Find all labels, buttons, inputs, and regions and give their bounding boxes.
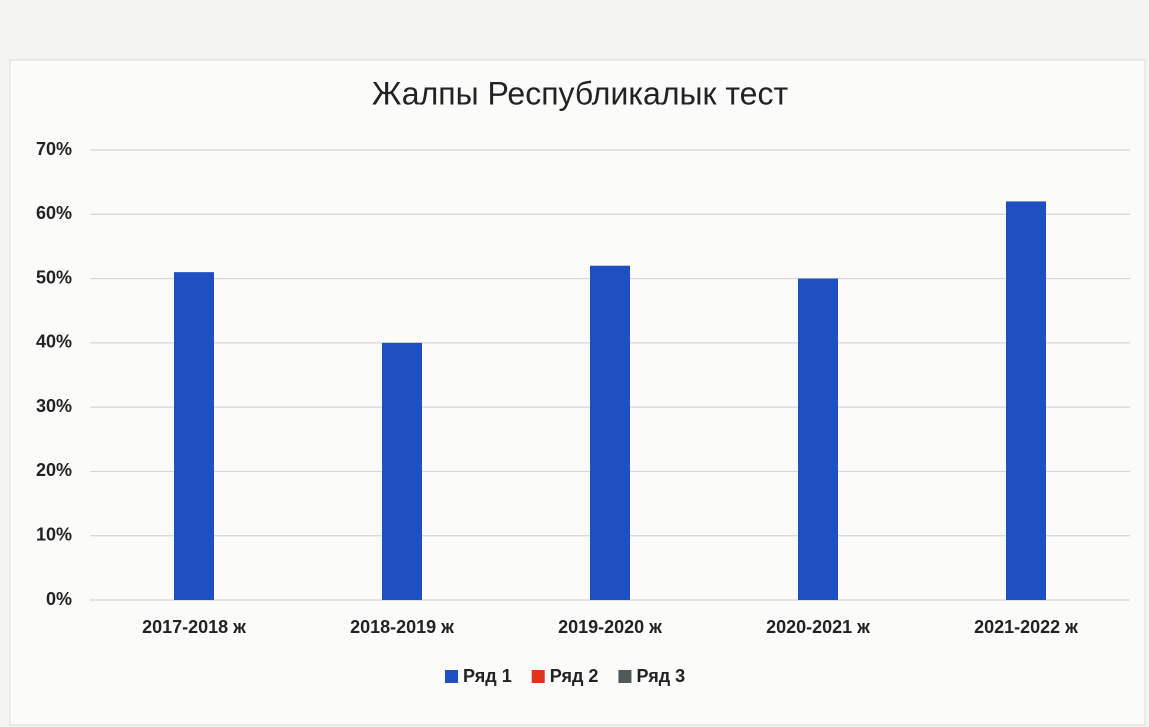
legend-label: Ряд 3 xyxy=(636,666,685,686)
x-tick-label: 2020-2021 ж xyxy=(766,617,870,637)
legend-label: Ряд 1 xyxy=(463,666,512,686)
y-tick-label: 60% xyxy=(36,203,72,223)
y-tick-label: 50% xyxy=(36,267,72,287)
y-tick-label: 70% xyxy=(36,139,72,159)
y-tick-label: 40% xyxy=(36,332,72,352)
bar xyxy=(382,342,422,600)
x-tick-label: 2019-2020 ж xyxy=(558,617,662,637)
chart-title: Жалпы Республикалык тест xyxy=(372,75,789,111)
y-tick-label: 10% xyxy=(36,524,72,544)
x-tick-label: 2018-2019 ж xyxy=(350,617,454,637)
bar xyxy=(174,272,214,600)
y-tick-label: 20% xyxy=(36,460,72,480)
legend-swatch xyxy=(445,670,458,683)
legend-swatch xyxy=(531,670,545,683)
legend-swatch xyxy=(618,670,632,683)
x-tick-label: 2021-2022 ж xyxy=(974,617,1078,637)
x-tick-label: 2017-2018 ж xyxy=(142,617,246,637)
bar xyxy=(590,265,630,600)
y-tick-label: 30% xyxy=(36,396,72,416)
y-tick-label: 0% xyxy=(46,589,72,609)
bar xyxy=(1006,201,1046,600)
bar xyxy=(798,278,838,600)
legend-label: Ряд 2 xyxy=(550,666,599,686)
